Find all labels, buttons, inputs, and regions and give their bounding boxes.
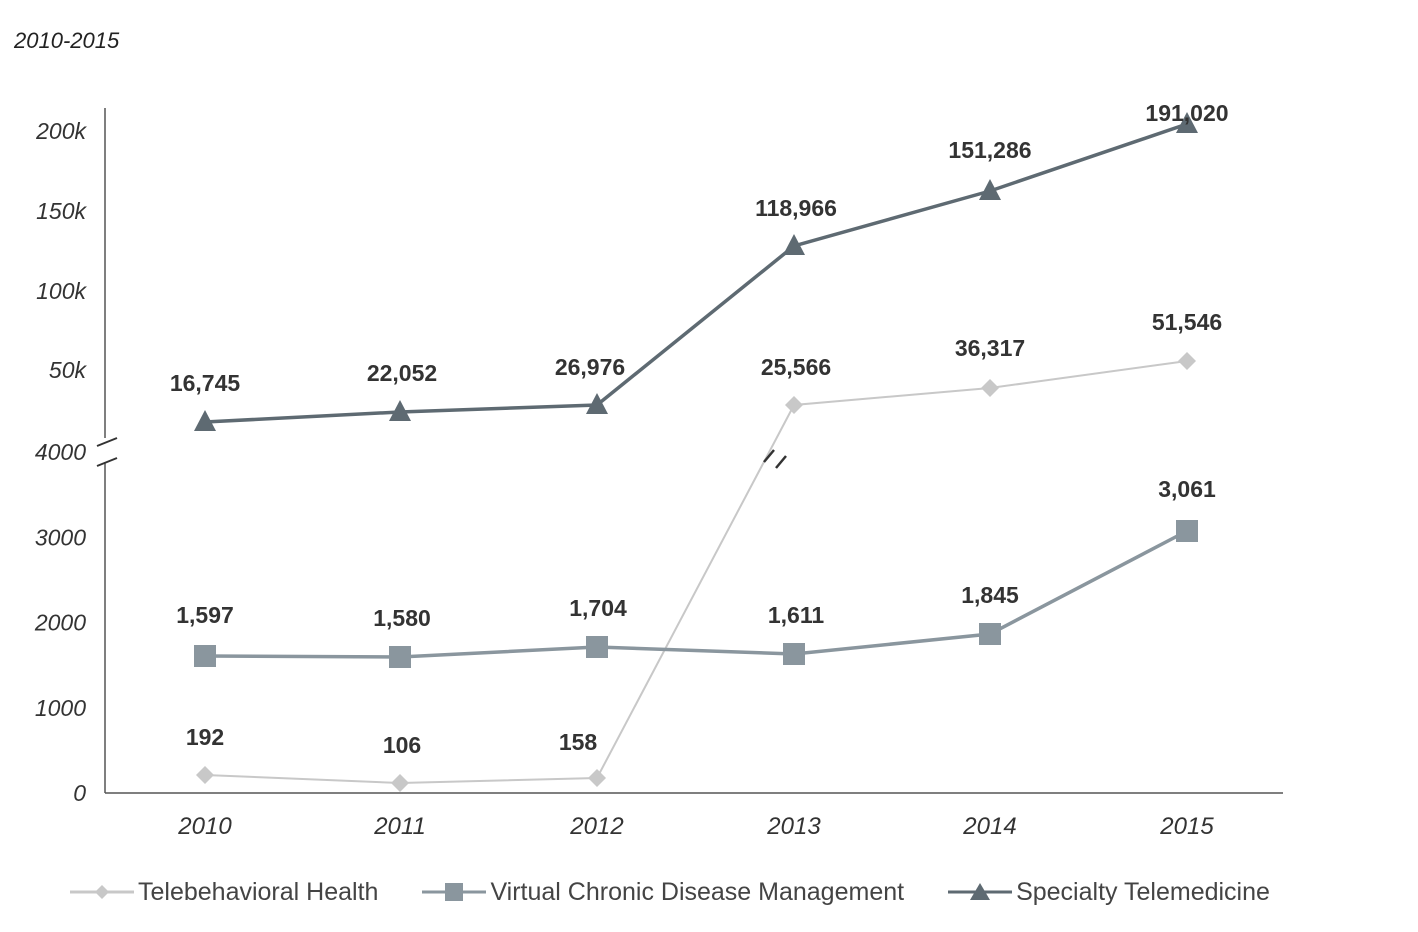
data-point-triangle [389,400,411,421]
legend-label: Telebehavioral Health [138,877,379,906]
triangle-marker-icon [948,883,1013,900]
data-label: 118,966 [755,195,837,221]
data-point-square [389,646,411,668]
y-tick-label: 100k [36,278,87,304]
y-tick-label: 50k [49,357,88,383]
y-tick-label: 2000 [34,610,86,636]
data-point-diamond [1178,352,1196,370]
data-point-square [1176,520,1198,542]
y-tick-label: 1000 [35,695,86,721]
legend-item-virtual-chronic-disease-management[interactable]: Virtual Chronic Disease Management [422,878,904,907]
data-point-triangle [194,410,216,431]
data-point-triangle [586,393,608,414]
series-line [204,360,1188,785]
axis-break-mark [96,437,118,447]
chart-legend: Telebehavioral Health Virtual Chronic Di… [70,872,1314,912]
data-label: 191,020 [1145,100,1228,126]
data-point-diamond [588,769,606,787]
data-point-triangle [783,234,805,255]
series-break-mark [763,449,775,463]
diamond-marker-icon [70,885,134,899]
y-tick-label: 150k [36,198,87,224]
y-tick-label: 3000 [35,524,86,550]
series-line [204,529,1188,659]
series-break-mark [775,455,787,469]
data-label: 192 [186,724,224,750]
x-tick-label: 2014 [962,813,1016,840]
data-point-square [979,623,1001,645]
data-point-square [586,636,608,658]
data-label: 1,845 [961,582,1019,608]
series-line [204,122,1188,424]
data-label: 25,566 [761,354,831,380]
y-tick-label: 0 [73,780,86,806]
legend-item-specialty-telemedicine[interactable]: Specialty Telemedicine [948,878,1270,907]
data-point-diamond [196,766,214,784]
data-point-square [194,645,216,667]
data-point-diamond [981,379,999,397]
x-tick-label: 2011 [373,813,426,840]
data-point-triangle [1176,112,1198,133]
data-label: 16,745 [170,370,241,396]
legend-label: Virtual Chronic Disease Management [490,877,905,906]
x-tick-label: 2012 [569,813,623,840]
data-label: 3,061 [1158,476,1216,502]
data-label: 1,704 [569,595,627,621]
data-label: 158 [559,729,598,755]
y-tick-label: 4000 [35,439,86,465]
chart-subtitle: 2010-2015 [14,28,120,53]
data-point-diamond [785,396,803,414]
data-label: 151,286 [948,137,1031,163]
data-label: 1,611 [768,602,824,628]
data-point-square [783,643,805,665]
y-tick-label: 200k [35,118,87,144]
data-label: 36,317 [955,335,1025,361]
data-label: 26,976 [555,354,625,380]
data-label: 1,580 [373,605,431,631]
legend-item-telebehavioral-health[interactable]: Telebehavioral Health [70,878,378,907]
square-marker-icon [422,883,487,901]
data-label: 51,546 [1152,309,1222,335]
data-point-diamond [391,774,409,792]
x-tick-label: 2015 [1159,813,1214,840]
axis-break-mark [96,457,118,467]
legend-label: Specialty Telemedicine [1016,877,1270,906]
x-tick-label: 2013 [766,813,821,840]
data-label: 22,052 [367,360,437,386]
data-label: 1,597 [176,602,234,628]
data-label: 106 [383,732,421,758]
data-point-triangle [979,179,1001,200]
x-tick-label: 2010 [177,813,232,840]
